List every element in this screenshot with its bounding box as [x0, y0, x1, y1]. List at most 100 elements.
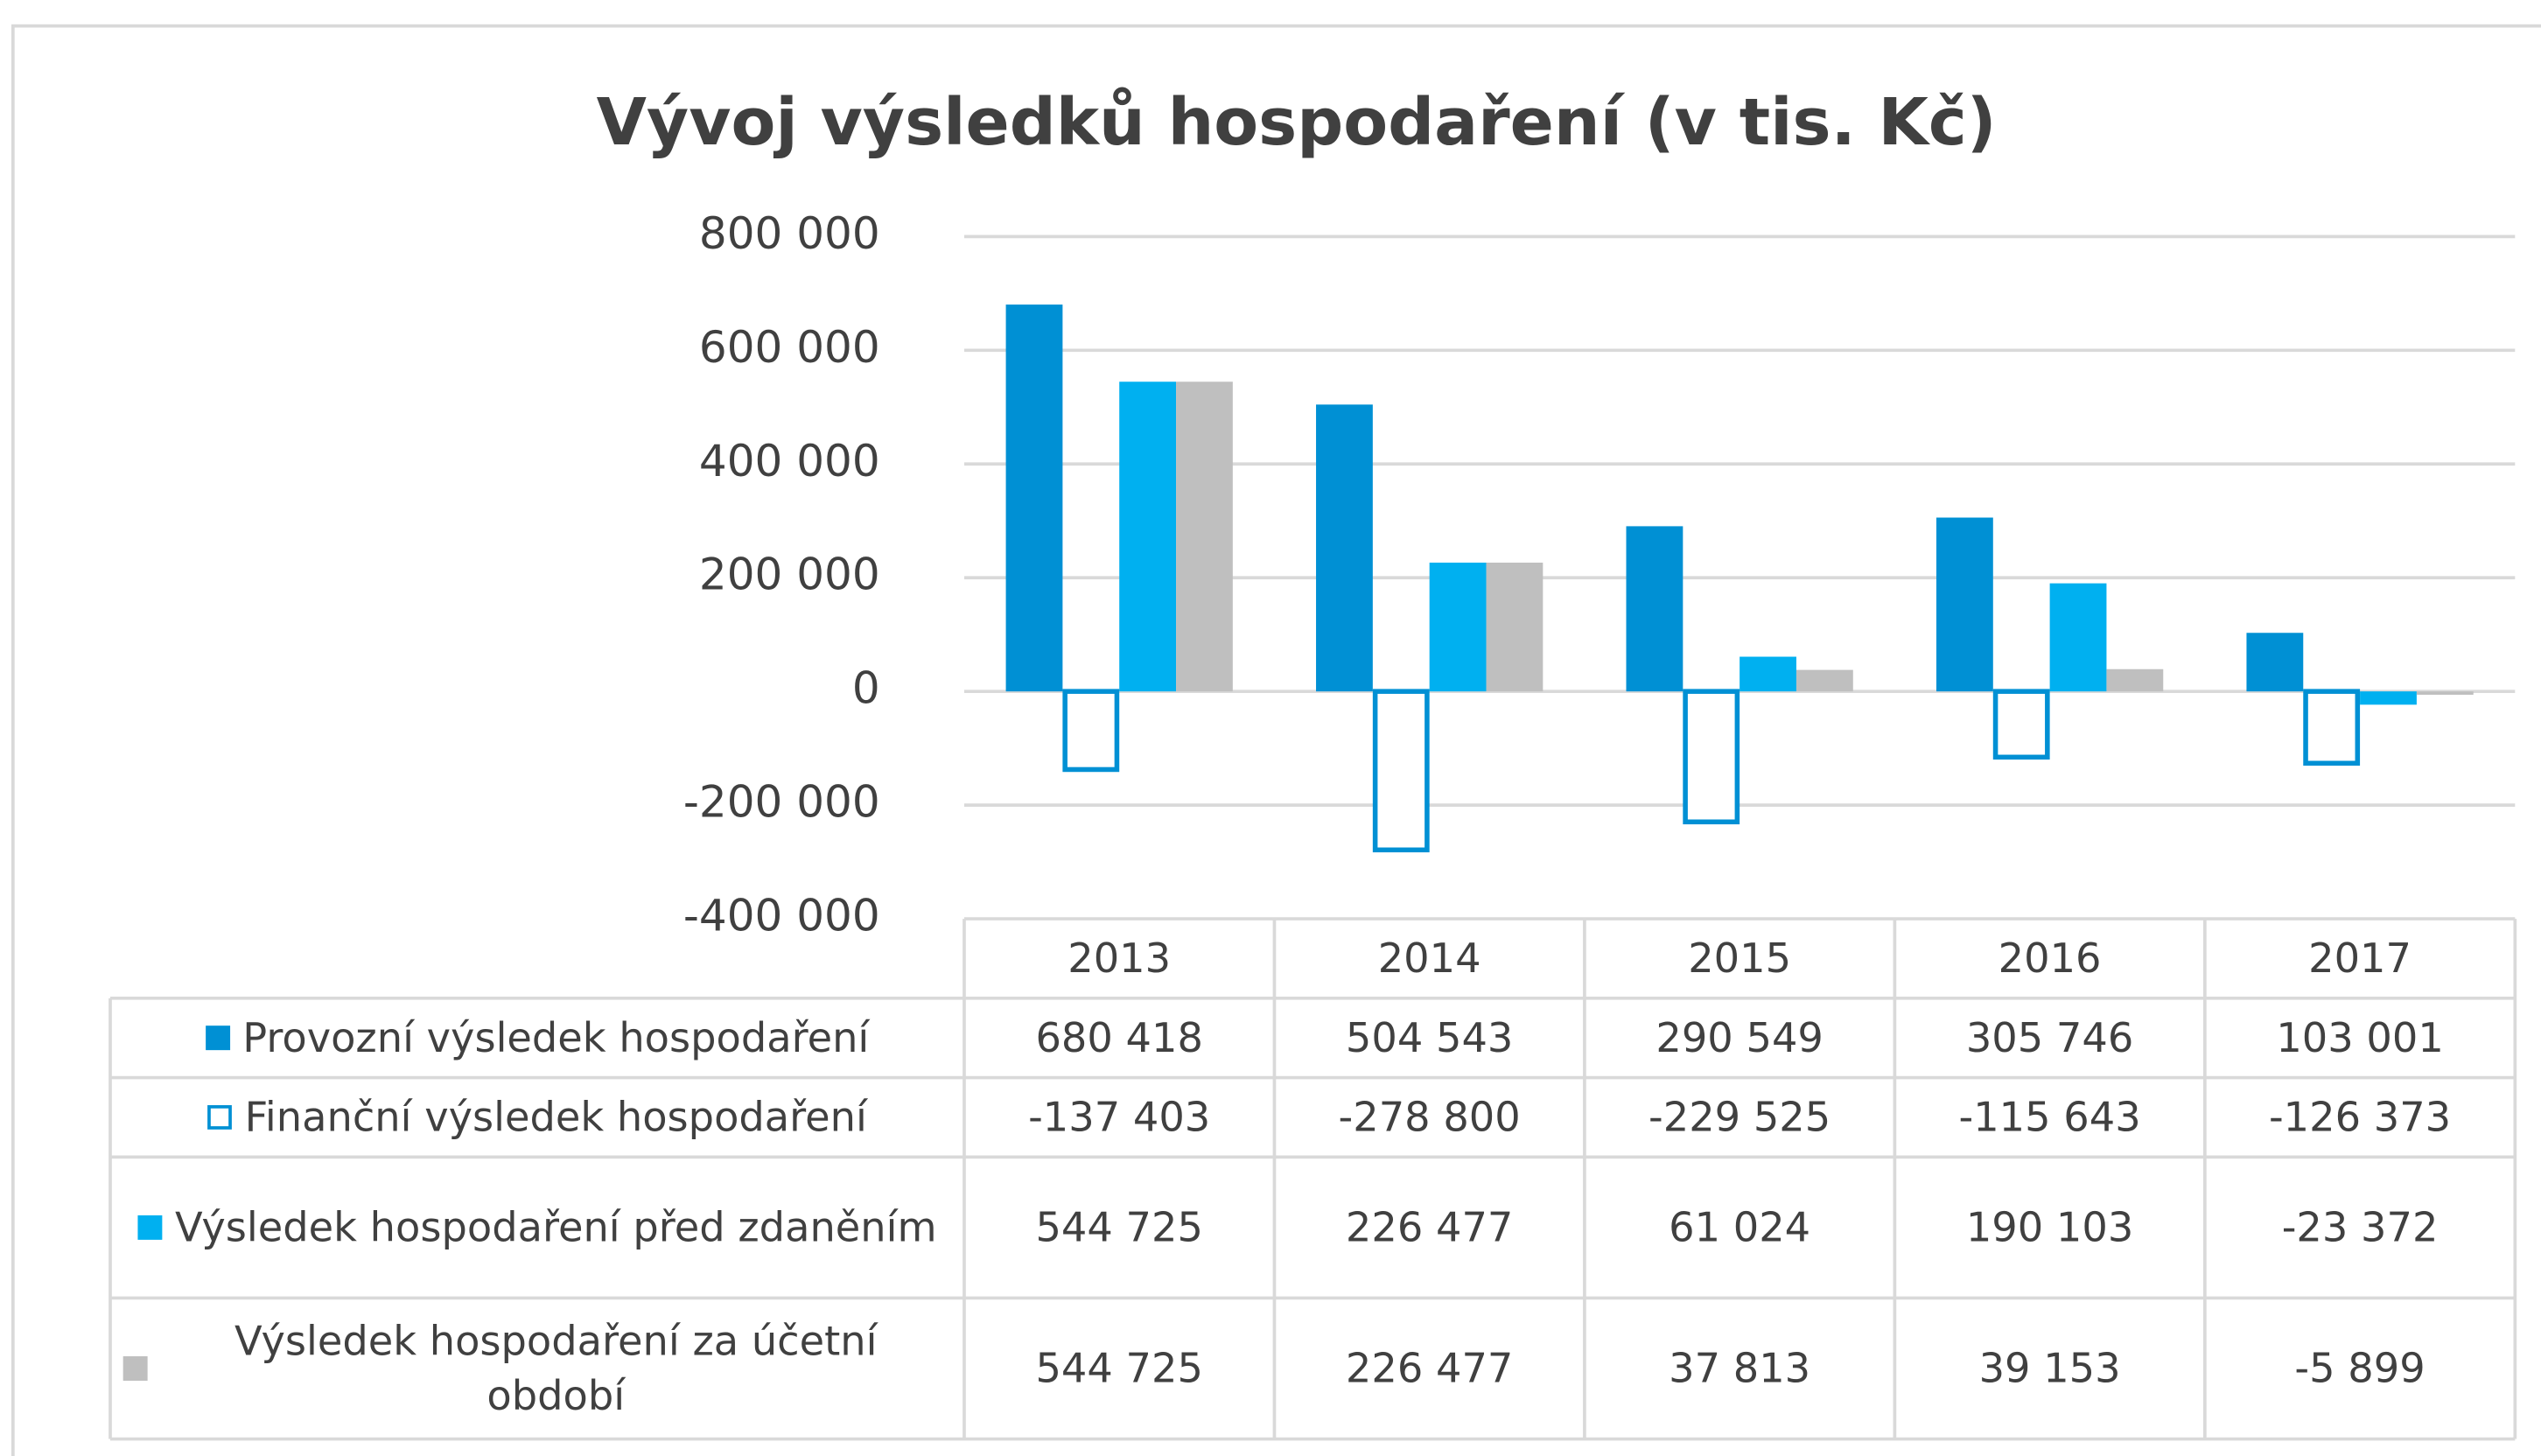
bar [1176, 382, 1233, 692]
legend-key [122, 1356, 148, 1381]
x-tick-label: 2013 [1068, 934, 1172, 982]
value-cell-box: -229 525 [1585, 1078, 1894, 1158]
x-tick-cell-box: 2016 [1894, 919, 2204, 998]
value-label: -23 372 [2281, 1203, 2439, 1250]
y-tick-label: 600 000 [699, 322, 880, 373]
legend-label: Finanční výsledek hospodaření [244, 1093, 867, 1140]
bar [1796, 669, 1853, 692]
value-cell-box: 680 418 [964, 998, 1274, 1078]
value-cell-box: -115 643 [1894, 1078, 2204, 1158]
value-cell: -137 403 [1028, 1093, 1211, 1140]
value-cell-box: -278 800 [1274, 1078, 1584, 1158]
value-cell-box: -5 899 [2205, 1298, 2515, 1438]
value-cell-box: 103 001 [2205, 998, 2515, 1078]
value-cell: -23 372 [2281, 1203, 2439, 1250]
bar [2246, 633, 2304, 692]
chart-title: Vývoj výsledků hospodaření (v tis. Kč) [597, 85, 1997, 160]
value-label: 61 024 [1669, 1203, 1811, 1250]
value-label: 190 103 [1965, 1203, 2134, 1250]
bar [1683, 689, 1740, 825]
bar [2106, 668, 2164, 692]
bar [1740, 656, 1796, 692]
value-label: 290 549 [1656, 1013, 1824, 1061]
value-cell-box: 39 153 [1894, 1298, 2204, 1438]
value-label: 39 153 [1978, 1344, 2121, 1391]
value-cell: 290 549 [1585, 998, 1894, 1078]
value-cell: -278 800 [1274, 1078, 1584, 1158]
value-cell-box: -126 373 [2205, 1078, 2515, 1158]
value-cell-box: 305 746 [1894, 998, 2204, 1078]
value-cell-box: 226 477 [1274, 1298, 1584, 1438]
y-tick-label: 800 000 [699, 208, 880, 259]
value-label: -115 643 [1958, 1093, 2141, 1140]
x-tick-cell: 2014 [1274, 919, 1584, 998]
legend-cell-box: Výsledek hospodaření před zdaněním [110, 1157, 964, 1298]
bar [1062, 689, 1120, 773]
bar [2416, 691, 2474, 696]
x-tick-cell-box: 2014 [1274, 919, 1584, 998]
value-label: -229 525 [1648, 1093, 1831, 1140]
value-cell: 226 477 [1274, 1157, 1584, 1298]
value-cell-box: 226 477 [1274, 1157, 1584, 1298]
x-tick-cell: 2013 [964, 919, 1274, 998]
value-cell-box: 190 103 [1894, 1157, 2204, 1298]
value-cell: 680 418 [964, 998, 1274, 1078]
y-tick-label: 0 [852, 663, 880, 714]
value-label: -126 373 [2268, 1093, 2452, 1140]
value-cell: 103 001 [2205, 998, 2515, 1078]
legend-cell: Výsledek hospodaření před zdaněním [110, 1157, 964, 1298]
bar [1992, 689, 2050, 760]
value-cell: 61 024 [1669, 1203, 1811, 1250]
chart-frame [11, 24, 2541, 1456]
y-tick-label: -200 000 [683, 777, 880, 828]
bar [2360, 691, 2417, 705]
value-cell-box: 290 549 [1585, 998, 1894, 1078]
x-tick-label: 2015 [1688, 934, 1792, 982]
bar [1119, 382, 1177, 692]
value-cell-box: 37 813 [1585, 1298, 1894, 1438]
value-cell: 39 153 [1894, 1298, 2204, 1438]
value-label: 103 001 [2276, 1013, 2444, 1061]
legend-cell-box: Provozní výsledek hospodaření [110, 998, 964, 1078]
bar [1626, 526, 1684, 692]
bar [1486, 563, 1544, 692]
bar [1005, 304, 1063, 692]
value-cell: -126 373 [2205, 1078, 2515, 1158]
value-label: 226 477 [1345, 1344, 1514, 1391]
legend-cell: Výsledek hospodaření za účetní období [110, 1298, 964, 1438]
x-tick-cell-box: 2013 [964, 919, 1274, 998]
value-cell: -5 899 [2205, 1298, 2515, 1438]
bar [1936, 517, 1993, 692]
value-cell: 504 543 [1345, 1013, 1514, 1061]
legend-label: Výsledek hospodaření před zdaněním [174, 1203, 937, 1250]
value-label: -278 800 [1338, 1093, 1521, 1140]
value-label: 226 477 [1345, 1203, 1514, 1250]
legend-key [207, 1105, 232, 1130]
value-label: 37 813 [1669, 1344, 1811, 1391]
value-label: -137 403 [1028, 1093, 1211, 1140]
value-cell: -115 643 [1894, 1078, 2204, 1158]
legend-cell-box: Finanční výsledek hospodaření [110, 1078, 964, 1158]
x-tick-label: 2016 [1998, 934, 2102, 982]
y-tick-label: 200 000 [699, 550, 880, 600]
value-label: -5 899 [2294, 1344, 2426, 1391]
y-tick-label: -400 000 [683, 891, 880, 942]
legend-label: Provozní výsledek hospodaření [242, 1013, 870, 1061]
legend-cell-box: Výsledek hospodaření za účetní období [110, 1298, 964, 1438]
value-label: 544 725 [1035, 1203, 1203, 1250]
x-tick-cell-box: 2017 [2205, 919, 2515, 998]
x-tick-cell: 2015 [1688, 934, 1792, 982]
bar [2303, 689, 2361, 766]
value-label: 504 543 [1345, 1013, 1514, 1061]
value-cell: 544 725 [964, 1157, 1274, 1298]
bar [1316, 404, 1373, 692]
bar [1429, 563, 1487, 692]
value-cell: 226 477 [1274, 1298, 1584, 1438]
value-cell-box: 544 725 [964, 1298, 1274, 1438]
x-tick-cell: 2016 [1894, 919, 2204, 998]
value-cell-box: 544 725 [964, 1157, 1274, 1298]
legend-cell: Provozní výsledek hospodaření [110, 998, 964, 1078]
value-cell: 190 103 [1894, 1157, 2204, 1298]
